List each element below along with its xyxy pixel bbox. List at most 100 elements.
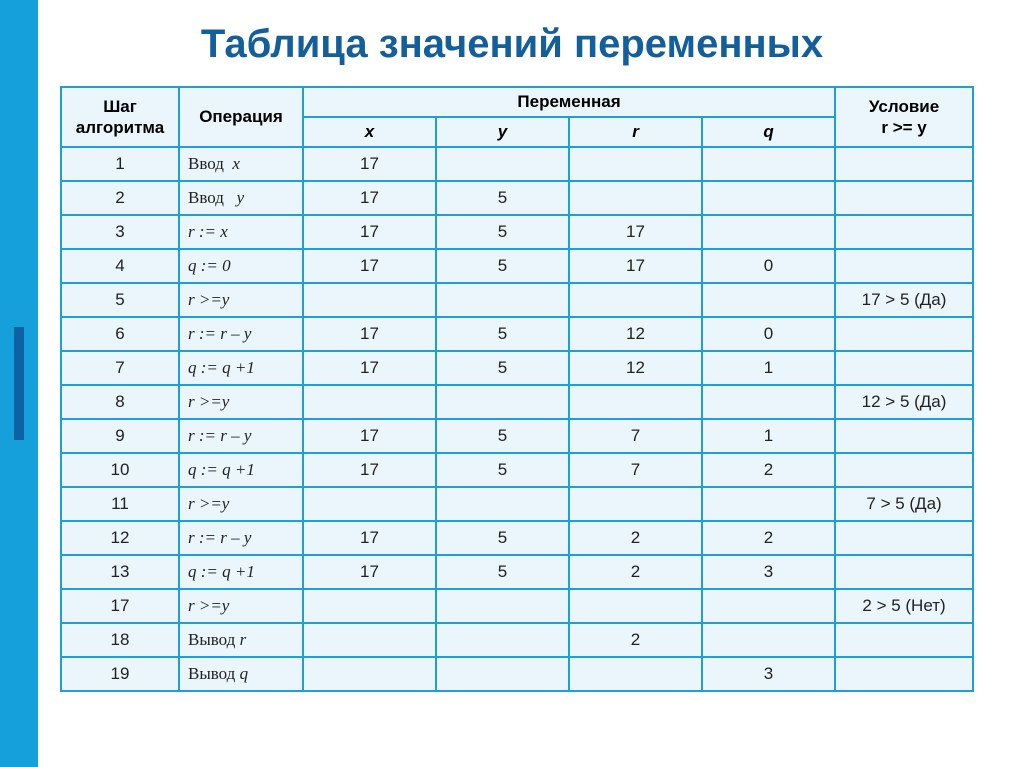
trace-table: Шагалгоритма Операция Переменная Условие… bbox=[60, 86, 972, 692]
col-step-header: Шагалгоритма bbox=[61, 87, 179, 147]
step-cell: 17 bbox=[61, 589, 179, 623]
step-cell: 7 bbox=[61, 351, 179, 385]
x-cell: 17 bbox=[303, 453, 436, 487]
table-row: 10q := q +117572 bbox=[61, 453, 973, 487]
col-op-header: Операция bbox=[179, 87, 303, 147]
y-cell: 5 bbox=[436, 181, 569, 215]
table-row: 7q := q +1175121 bbox=[61, 351, 973, 385]
x-cell bbox=[303, 487, 436, 521]
x-cell: 17 bbox=[303, 351, 436, 385]
op-cell: q := q +1 bbox=[179, 453, 303, 487]
table-row: 2Ввод y175 bbox=[61, 181, 973, 215]
step-cell: 1 bbox=[61, 147, 179, 181]
q-cell bbox=[702, 181, 835, 215]
q-cell bbox=[702, 623, 835, 657]
x-cell: 17 bbox=[303, 521, 436, 555]
op-cell: r >=y bbox=[179, 487, 303, 521]
x-cell: 17 bbox=[303, 317, 436, 351]
op-cell: Вывод q bbox=[179, 657, 303, 691]
cond-cell bbox=[835, 623, 973, 657]
q-cell: 2 bbox=[702, 521, 835, 555]
cond-cell bbox=[835, 351, 973, 385]
col-y-header: y bbox=[436, 117, 569, 147]
table-row: 6r := r – y175120 bbox=[61, 317, 973, 351]
side-accent bbox=[14, 327, 24, 440]
x-cell bbox=[303, 283, 436, 317]
r-cell bbox=[569, 589, 702, 623]
y-cell bbox=[436, 385, 569, 419]
step-cell: 10 bbox=[61, 453, 179, 487]
q-cell bbox=[702, 589, 835, 623]
q-cell bbox=[702, 283, 835, 317]
y-cell: 5 bbox=[436, 249, 569, 283]
cond-cell bbox=[835, 249, 973, 283]
y-cell bbox=[436, 657, 569, 691]
r-cell: 17 bbox=[569, 215, 702, 249]
x-cell: 17 bbox=[303, 419, 436, 453]
r-cell: 2 bbox=[569, 623, 702, 657]
op-cell: Вывод r bbox=[179, 623, 303, 657]
r-cell bbox=[569, 657, 702, 691]
step-cell: 18 bbox=[61, 623, 179, 657]
table-row: 19Вывод q3 bbox=[61, 657, 973, 691]
page-title: Таблица значений переменных bbox=[0, 22, 1024, 67]
x-cell bbox=[303, 589, 436, 623]
x-cell: 17 bbox=[303, 147, 436, 181]
y-cell bbox=[436, 589, 569, 623]
r-cell: 2 bbox=[569, 521, 702, 555]
table-row: 3r := x17517 bbox=[61, 215, 973, 249]
r-cell: 17 bbox=[569, 249, 702, 283]
y-cell: 5 bbox=[436, 521, 569, 555]
step-cell: 5 bbox=[61, 283, 179, 317]
table-row: 12r := r – y17522 bbox=[61, 521, 973, 555]
step-cell: 6 bbox=[61, 317, 179, 351]
step-cell: 4 bbox=[61, 249, 179, 283]
table-row: 4q := 0175170 bbox=[61, 249, 973, 283]
step-cell: 13 bbox=[61, 555, 179, 589]
col-x-header: x bbox=[303, 117, 436, 147]
op-cell: q := q +1 bbox=[179, 351, 303, 385]
step-cell: 3 bbox=[61, 215, 179, 249]
r-cell: 7 bbox=[569, 419, 702, 453]
cond-cell bbox=[835, 317, 973, 351]
y-cell bbox=[436, 283, 569, 317]
x-cell: 17 bbox=[303, 181, 436, 215]
col-var-header: Переменная bbox=[303, 87, 835, 117]
r-cell bbox=[569, 147, 702, 181]
cond-cell bbox=[835, 419, 973, 453]
table-row: 8r >=y12 > 5 (Да) bbox=[61, 385, 973, 419]
x-cell bbox=[303, 657, 436, 691]
r-cell bbox=[569, 385, 702, 419]
cond-cell: 7 > 5 (Да) bbox=[835, 487, 973, 521]
y-cell: 5 bbox=[436, 419, 569, 453]
step-cell: 19 bbox=[61, 657, 179, 691]
table-row: 1Ввод x17 bbox=[61, 147, 973, 181]
table-row: 13q := q +117523 bbox=[61, 555, 973, 589]
q-cell bbox=[702, 487, 835, 521]
table-row: 9r := r – y17571 bbox=[61, 419, 973, 453]
q-cell: 3 bbox=[702, 555, 835, 589]
x-cell bbox=[303, 385, 436, 419]
col-r-header: r bbox=[569, 117, 702, 147]
cond-cell: 2 > 5 (Нет) bbox=[835, 589, 973, 623]
y-cell: 5 bbox=[436, 453, 569, 487]
op-cell: r >=y bbox=[179, 385, 303, 419]
cond-cell bbox=[835, 181, 973, 215]
table-row: 18Вывод r 2 bbox=[61, 623, 973, 657]
r-cell bbox=[569, 181, 702, 215]
r-cell: 2 bbox=[569, 555, 702, 589]
q-cell bbox=[702, 385, 835, 419]
q-cell: 2 bbox=[702, 453, 835, 487]
y-cell bbox=[436, 487, 569, 521]
y-cell: 5 bbox=[436, 317, 569, 351]
step-cell: 2 bbox=[61, 181, 179, 215]
step-cell: 9 bbox=[61, 419, 179, 453]
r-cell bbox=[569, 283, 702, 317]
cond-cell bbox=[835, 555, 973, 589]
x-cell bbox=[303, 623, 436, 657]
y-cell: 5 bbox=[436, 555, 569, 589]
r-cell bbox=[569, 487, 702, 521]
q-cell bbox=[702, 215, 835, 249]
cond-cell bbox=[835, 215, 973, 249]
cond-cell bbox=[835, 521, 973, 555]
